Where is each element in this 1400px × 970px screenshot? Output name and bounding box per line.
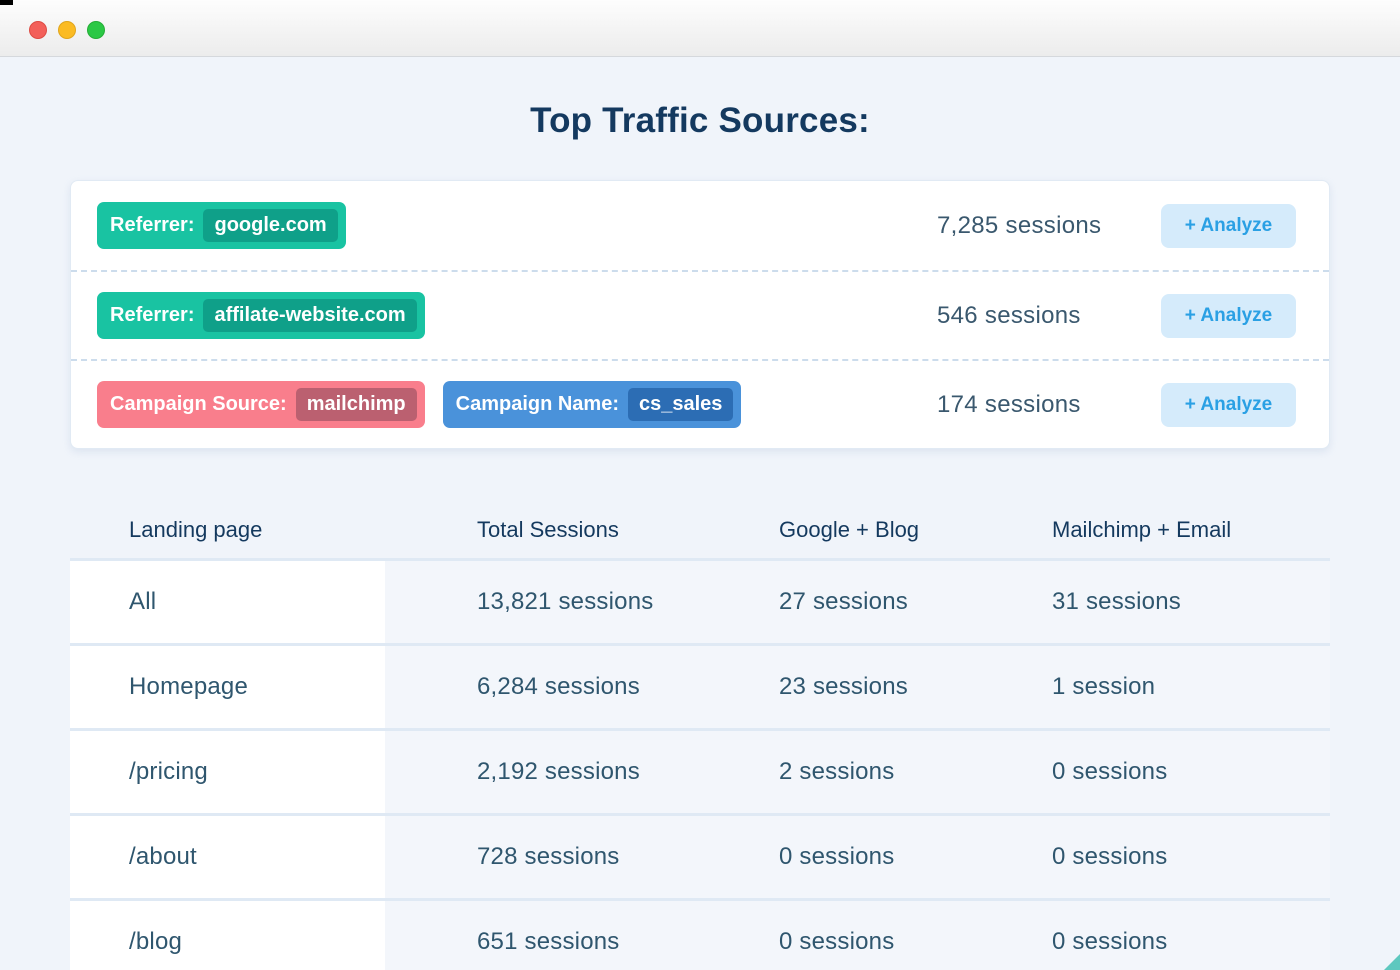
source-row-google: Referrer: google.com 7,285 sessions + An…: [71, 181, 1329, 270]
session-count: 7,285 sessions: [937, 211, 1102, 239]
mailchimp-email-cell: 0 sessions: [960, 901, 1330, 970]
mailchimp-email-cell: 0 sessions: [960, 731, 1330, 813]
mailchimp-email-cell: 0 sessions: [960, 816, 1330, 898]
mailchimp-email-cell: 31 sessions: [960, 561, 1330, 643]
badge-value: google.com: [203, 209, 338, 242]
badge-value: affilate-website.com: [203, 299, 417, 332]
table-row-homepage: Homepage 6,284 sessions 23 sessions 1 se…: [70, 643, 1330, 728]
badge-label: Campaign Name:: [455, 393, 619, 415]
analyze-button[interactable]: + Analyze: [1161, 293, 1296, 338]
total-sessions-cell: 13,821 sessions: [385, 561, 687, 643]
corner-decoration: [1380, 948, 1400, 970]
google-blog-cell: 27 sessions: [687, 561, 960, 643]
screen-artifact: [0, 0, 13, 5]
session-count: 174 sessions: [937, 390, 1081, 418]
landing-page-cell: Homepage: [70, 646, 385, 728]
landing-page-cell: /pricing: [70, 731, 385, 813]
landing-page-cell: All: [70, 561, 385, 643]
minimize-button[interactable]: [58, 21, 76, 39]
total-sessions-cell: 651 sessions: [385, 901, 687, 970]
page-title: Top Traffic Sources:: [530, 101, 870, 140]
column-header-google-blog: Google + Blog: [779, 517, 920, 542]
badge-value: cs_sales: [628, 388, 734, 421]
badge-group: Campaign Source: mailchimp Campaign Name…: [97, 381, 937, 428]
google-blog-cell: 0 sessions: [687, 816, 960, 898]
table-row-all: All 13,821 sessions 27 sessions 31 sessi…: [70, 558, 1330, 643]
column-header-mailchimp-email: Mailchimp + Email: [1052, 517, 1232, 542]
campaign-name-badge[interactable]: Campaign Name: cs_sales: [442, 381, 742, 428]
window-titlebar: [0, 0, 1400, 57]
session-count: 546 sessions: [937, 301, 1081, 329]
source-row-affiliate: Referrer: affilate-website.com 546 sessi…: [71, 270, 1329, 359]
badge-group: Referrer: affilate-website.com: [97, 292, 937, 339]
analyze-button[interactable]: + Analyze: [1161, 203, 1296, 248]
analyze-button[interactable]: + Analyze: [1161, 382, 1296, 427]
badge-label: Referrer:: [110, 304, 195, 326]
referrer-badge[interactable]: Referrer: affilate-website.com: [97, 292, 425, 339]
badge-group: Referrer: google.com: [97, 202, 937, 249]
column-header-landing-page: Landing page: [129, 517, 263, 542]
maximize-button[interactable]: [87, 21, 105, 39]
badge-label: Referrer:: [110, 214, 195, 236]
total-sessions-cell: 728 sessions: [385, 816, 687, 898]
table-row-about: /about 728 sessions 0 sessions 0 session…: [70, 813, 1330, 898]
campaign-source-badge[interactable]: Campaign Source: mailchimp: [97, 381, 425, 428]
badge-value: mailchimp: [295, 388, 417, 421]
table-row-blog: /blog 651 sessions 0 sessions 0 sessions: [70, 898, 1330, 970]
landing-page-cell: /about: [70, 816, 385, 898]
google-blog-cell: 2 sessions: [687, 731, 960, 813]
google-blog-cell: 0 sessions: [687, 901, 960, 970]
mailchimp-email-cell: 1 session: [960, 646, 1330, 728]
landing-page-cell: /blog: [70, 901, 385, 970]
badge-label: Campaign Source:: [110, 393, 287, 415]
traffic-sources-card: Referrer: google.com 7,285 sessions + An…: [70, 180, 1330, 449]
total-sessions-cell: 6,284 sessions: [385, 646, 687, 728]
google-blog-cell: 23 sessions: [687, 646, 960, 728]
total-sessions-cell: 2,192 sessions: [385, 731, 687, 813]
table-header-row: Landing page Total Sessions Google + Blo…: [70, 517, 1330, 543]
table-row-pricing: /pricing 2,192 sessions 2 sessions 0 ses…: [70, 728, 1330, 813]
landing-page-table: All 13,821 sessions 27 sessions 31 sessi…: [70, 558, 1330, 970]
referrer-badge[interactable]: Referrer: google.com: [97, 202, 346, 249]
source-row-campaign: Campaign Source: mailchimp Campaign Name…: [71, 359, 1329, 448]
window-controls: [29, 21, 105, 39]
column-header-total-sessions: Total Sessions: [477, 517, 619, 542]
close-button[interactable]: [29, 21, 47, 39]
